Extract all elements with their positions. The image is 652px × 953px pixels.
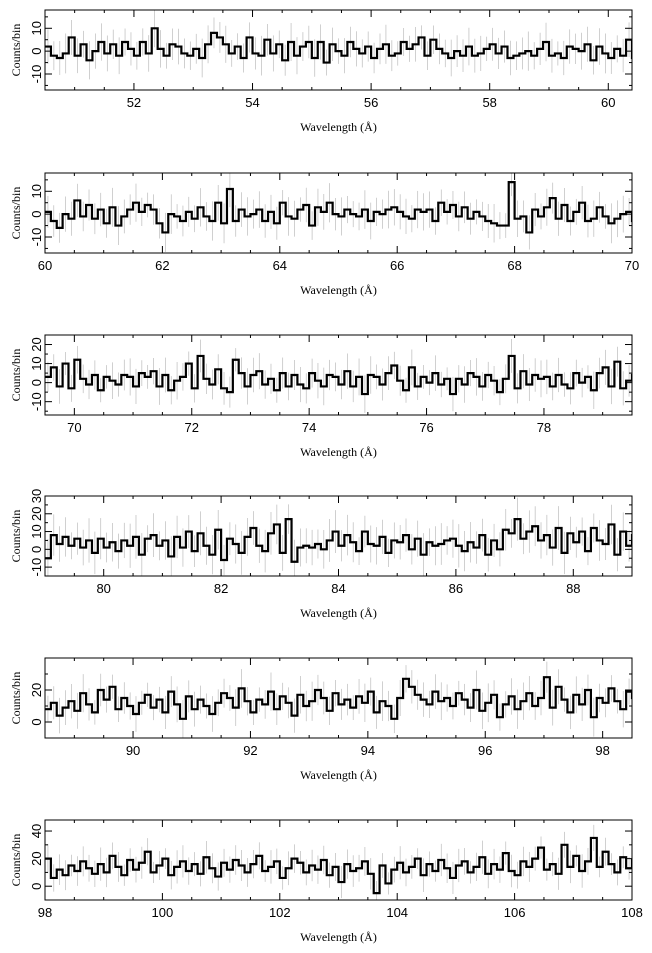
- x-tick-label: 66: [390, 258, 404, 273]
- step-line: [45, 27, 632, 64]
- y-tick-label: 0: [29, 211, 44, 218]
- x-tick-label: 54: [245, 95, 259, 110]
- y-tick-label: 10: [29, 524, 44, 538]
- x-tick-label: 82: [214, 581, 228, 596]
- plot-frame: [44, 334, 633, 416]
- panel-2: 60 62 64 66 68 70 -10 0 10 Wavelength (Å) Counts/b…: [9, 172, 639, 297]
- panel-6: 98 100 102 104 106 108 0 20 40 Wavelength (Å) Coun…: [9, 819, 643, 944]
- data-series: [45, 173, 632, 252]
- y-axis-label: Counts/bin: [9, 24, 23, 77]
- step-line: [45, 354, 632, 396]
- x-axis-label: Wavelength (Å): [300, 283, 377, 297]
- data-series: [45, 339, 632, 413]
- x-tick-label: 88: [566, 581, 580, 596]
- y-tick-label: 0: [29, 48, 44, 55]
- step-line: [45, 518, 632, 563]
- y-tick-label: -10: [29, 228, 44, 247]
- x-tick-label: 70: [625, 258, 639, 273]
- y-tick-label: 0: [29, 546, 44, 553]
- y-tick-label: 10: [29, 356, 44, 370]
- y-axis-label: Counts/bin: [9, 187, 23, 240]
- x-tick-label: 86: [449, 581, 463, 596]
- x-tick-label: 108: [621, 905, 643, 920]
- x-axis-label: Wavelength (Å): [300, 930, 377, 944]
- x-tick-label: 60: [38, 258, 52, 273]
- x-tick-label: 60: [601, 95, 615, 110]
- y-tick-label: 20: [29, 507, 44, 521]
- panel-1: 52 54 56 58 60 -10 0 10 Wavelength (Å) Counts/bin: [9, 9, 633, 134]
- y-tick-label: 20: [29, 683, 44, 697]
- x-tick-label: 102: [269, 905, 291, 920]
- x-tick-label: 58: [482, 95, 496, 110]
- x-tick-label: 100: [152, 905, 174, 920]
- panel-4: 80 82 84 86 88 -10 0 10 20 30 Wavelength (Å) Counts…: [9, 489, 633, 620]
- x-axis-label: Wavelength (Å): [300, 606, 377, 620]
- y-tick-label: 0: [29, 718, 44, 725]
- x-tick-label: 52: [127, 95, 141, 110]
- y-tick-label: 20: [29, 337, 44, 351]
- x-tick-label: 56: [364, 95, 378, 110]
- step-line: [45, 836, 632, 895]
- x-tick-label: 78: [537, 420, 551, 435]
- x-tick-label: 92: [243, 743, 257, 758]
- data-series: [45, 10, 632, 80]
- data-series: [45, 497, 632, 576]
- x-tick-label: 62: [155, 258, 169, 273]
- step-line: [45, 676, 632, 720]
- y-tick-label: -10: [29, 392, 44, 411]
- x-axis-label: Wavelength (Å): [300, 768, 377, 782]
- x-axis-label: Wavelength (Å): [300, 445, 377, 459]
- y-axis-label: Counts/bin: [9, 672, 23, 725]
- x-tick-label: 74: [302, 420, 316, 435]
- x-tick-label: 76: [419, 420, 433, 435]
- y-tick-label: -10: [29, 558, 44, 577]
- y-axis-label: Counts/bin: [9, 510, 23, 563]
- plot-frame: [44, 9, 633, 91]
- x-tick-label: 98: [38, 905, 52, 920]
- x-tick-label: 70: [67, 420, 81, 435]
- y-tick-label: -10: [29, 65, 44, 84]
- x-tick-label: 64: [273, 258, 287, 273]
- x-tick-label: 90: [126, 743, 140, 758]
- x-tick-label: 72: [185, 420, 199, 435]
- data-series: [45, 824, 632, 900]
- x-tick-label: 106: [504, 905, 526, 920]
- x-axis-label: Wavelength (Å): [300, 120, 377, 134]
- panel-5: 90 92 94 96 98 0 20 Wavelength (Å) Counts/bin: [9, 657, 633, 782]
- y-tick-label: 10: [29, 184, 44, 198]
- y-tick-label: 0: [29, 883, 44, 890]
- step-line: [45, 181, 632, 234]
- y-axis-label: Counts/bin: [9, 834, 23, 887]
- y-tick-label: 30: [29, 489, 44, 503]
- x-tick-label: 98: [595, 743, 609, 758]
- panel-3: 70 72 74 76 78 -10 0 10 20 Wavelength (Å) Counts/b…: [9, 334, 633, 459]
- x-tick-label: 104: [386, 905, 408, 920]
- y-tick-label: 20: [29, 851, 44, 865]
- y-axis-label: Counts/bin: [9, 349, 23, 402]
- data-series: [45, 661, 632, 738]
- x-tick-label: 96: [478, 743, 492, 758]
- x-tick-label: 94: [361, 743, 375, 758]
- y-tick-label: 40: [29, 824, 44, 838]
- y-tick-label: 10: [29, 21, 44, 35]
- x-tick-label: 68: [507, 258, 521, 273]
- x-tick-label: 80: [96, 581, 110, 596]
- x-tick-label: 84: [331, 581, 345, 596]
- y-tick-label: 0: [29, 379, 44, 386]
